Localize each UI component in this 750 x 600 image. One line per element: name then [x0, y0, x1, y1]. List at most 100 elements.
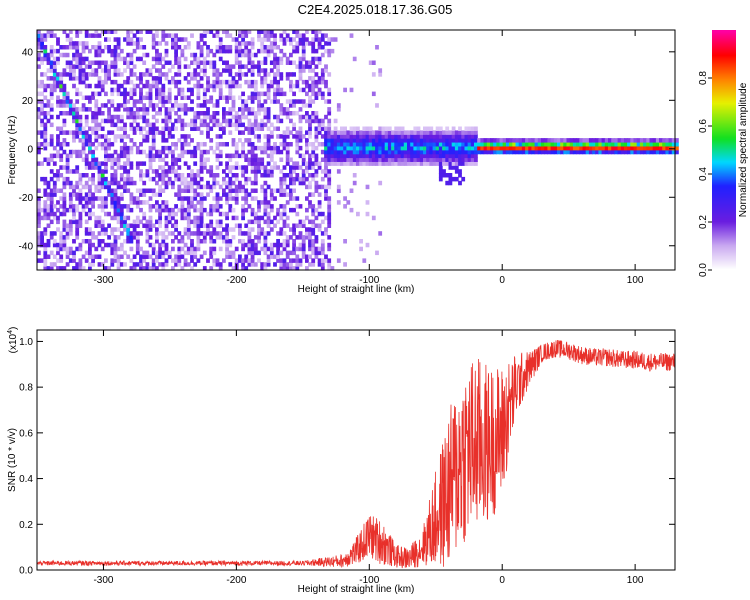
heatmap-cell	[151, 114, 156, 120]
heatmap-cell	[43, 188, 48, 193]
heatmap-cell	[356, 134, 360, 139]
heatmap-cell	[432, 145, 437, 151]
heatmap-cell	[107, 192, 111, 197]
heatmap-cell	[199, 118, 204, 124]
heatmap-cell	[403, 134, 408, 139]
heatmap-cell	[49, 219, 54, 225]
heatmap-cell	[177, 239, 182, 244]
heatmap-cell	[327, 246, 332, 252]
heatmap-cell	[49, 231, 54, 236]
heatmap-cell	[97, 122, 102, 128]
heatmap-cell	[212, 262, 217, 267]
heatmap-cell	[234, 161, 239, 166]
heatmap-cell	[119, 219, 124, 225]
heatmap-cell	[65, 103, 70, 108]
heatmap-cell	[52, 72, 57, 77]
heatmap-cell	[180, 176, 185, 182]
heatmap-cell	[158, 173, 162, 178]
heatmap-cell	[410, 161, 414, 166]
heatmap-cell	[257, 223, 261, 228]
heatmap-cell	[119, 246, 124, 252]
heatmap-cell	[107, 180, 111, 186]
heatmap-cell	[279, 184, 284, 190]
heatmap-cell	[151, 138, 156, 143]
heatmap-cell	[104, 165, 108, 170]
heatmap-cell	[65, 153, 70, 159]
heatmap-cell	[37, 91, 41, 97]
heatmap-cell	[91, 204, 95, 209]
heatmap-cell	[196, 87, 201, 93]
heatmap-cell	[356, 153, 360, 159]
heatmap-cell	[155, 103, 159, 108]
heatmap-cell	[241, 184, 245, 190]
heatmap-cell	[177, 45, 182, 50]
heatmap-cell	[241, 72, 245, 77]
heatmap-cell	[116, 246, 121, 252]
heatmap-cell	[62, 223, 67, 228]
heatmap-cell	[37, 149, 41, 155]
heatmap-cell	[324, 153, 328, 159]
heatmap-cell	[177, 192, 182, 197]
heatmap-cell	[263, 122, 268, 128]
heatmap-cell	[305, 176, 309, 182]
heatmap-cell	[145, 72, 150, 77]
heatmap-cell	[174, 173, 178, 178]
heatmap-cell	[88, 48, 92, 54]
heatmap-cell	[289, 142, 293, 147]
heatmap-cell	[435, 145, 440, 151]
heatmap-cell	[218, 48, 223, 54]
heatmap-cell	[595, 149, 599, 155]
heatmap-cell	[88, 165, 92, 170]
heatmap-cell	[238, 180, 242, 186]
heatmap-cell	[174, 145, 178, 151]
heatmap-cell	[247, 52, 252, 58]
heatmap-cell	[231, 180, 236, 186]
heatmap-cell	[352, 126, 357, 131]
heatmap-cell	[186, 64, 191, 69]
heatmap-cell	[423, 157, 427, 162]
heatmap-cell	[94, 196, 99, 201]
heatmap-cell	[78, 68, 83, 73]
heatmap-cell	[196, 145, 201, 151]
heatmap-cell	[592, 142, 596, 147]
heatmap-cell	[123, 79, 127, 85]
colorbar-band	[712, 40, 736, 43]
heatmap-cell	[247, 157, 252, 162]
heatmap-cell	[234, 114, 239, 120]
heatmap-cell	[269, 219, 274, 225]
heatmap-cell	[148, 122, 153, 128]
heatmap-cell	[324, 79, 328, 85]
heatmap-cell	[52, 79, 57, 85]
heatmap-cell	[333, 142, 338, 147]
heatmap-cell	[139, 246, 143, 252]
heatmap-cell	[209, 239, 214, 244]
heatmap-cell	[234, 52, 239, 58]
heatmap-cell	[238, 184, 242, 190]
heatmap-cell	[97, 52, 102, 58]
heatmap-cell	[238, 95, 242, 100]
heatmap-cell	[295, 111, 300, 116]
heatmap-cell	[343, 204, 347, 209]
heatmap-cell	[311, 37, 316, 42]
heatmap-cell	[186, 250, 191, 256]
heatmap-cell	[352, 161, 357, 166]
heatmap-cell	[84, 192, 89, 197]
heatmap-cell	[317, 118, 322, 124]
heatmap-cell	[289, 262, 293, 267]
heatmap-cell	[52, 215, 57, 221]
heatmap-cell	[132, 91, 137, 97]
heatmap-cell	[311, 68, 316, 73]
heatmap-cell	[340, 138, 344, 143]
heatmap-cell	[285, 254, 290, 259]
heatmap-cell	[636, 142, 641, 147]
heatmap-cell	[534, 142, 539, 147]
heatmap-cell	[104, 180, 108, 186]
heatmap-cell	[212, 176, 217, 182]
heatmap-cell	[324, 33, 328, 38]
heatmap-cell	[174, 72, 178, 77]
heatmap-cell	[94, 48, 99, 54]
heatmap-cell	[199, 219, 204, 225]
heatmap-cell	[257, 126, 261, 131]
heatmap-cell	[333, 157, 338, 162]
heatmap-cell	[174, 176, 178, 182]
